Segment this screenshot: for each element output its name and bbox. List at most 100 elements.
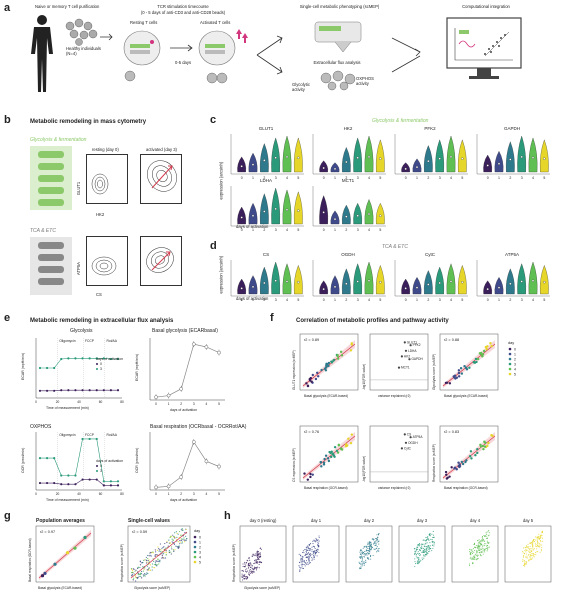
svg-text:r2 = 0.89: r2 = 0.89: [304, 338, 319, 342]
violin-day-0: [483, 280, 493, 295]
basal-glyc-title: Basal glycolysis (ECARbasal): [152, 328, 218, 334]
contour-resting-glyco-shape: [91, 173, 109, 195]
violin-day-1: [248, 152, 258, 173]
violin-median-5: [543, 281, 546, 284]
violin-cytc: CytC 0 1 2 3 4 5: [394, 252, 468, 302]
svg-text:1: 1: [168, 402, 170, 406]
violin-tick: 5: [543, 176, 545, 180]
panel-h-axis-labels: Respiration score (scMEP) Glycolysis scor…: [232, 544, 280, 590]
violin-median-3: [356, 156, 359, 159]
violin-title: CS: [263, 252, 269, 257]
violin-tick: 1: [416, 176, 418, 180]
violin-median-1: [415, 166, 419, 169]
svg-text:0: 0: [100, 464, 102, 468]
svg-text:day 2: day 2: [364, 518, 375, 523]
svg-text:40: 40: [77, 400, 81, 404]
violin-day-1: [248, 202, 258, 225]
violin-tick: 0: [405, 298, 407, 302]
violin-median-2: [345, 215, 348, 218]
violin-day-1: [330, 210, 340, 225]
contour-resting-tca-shape: [91, 256, 117, 276]
violin-day-0: [237, 278, 247, 295]
violin-day-3: [271, 137, 281, 173]
violin-tick: 5: [379, 298, 381, 302]
violin-median-2: [263, 210, 266, 213]
violin-day-5: [293, 137, 303, 173]
violin-median-5: [379, 157, 382, 160]
violin-pfk2: PFK2 0 1 2 3 4 5: [394, 126, 468, 180]
violin-median-0: [240, 165, 243, 168]
tca-header: TCA & ETC: [30, 228, 56, 234]
basal-resp-plot: OCR (pmol/min) days of activation 0 1 2 3 4 5: [135, 432, 225, 502]
svg-text:CytC: CytC: [404, 446, 412, 450]
cs-vs-respiration-scatter: r2 = 0.76 CS expression (scMEP) Basal resp…: [292, 425, 359, 490]
basal-resp-title: Basal respiration (OCRbasal - OCRRot/AA): [150, 424, 247, 430]
violin-day-0: [401, 278, 411, 295]
violin-tick: 4: [450, 176, 452, 180]
svg-text:day 5: day 5: [523, 518, 534, 523]
svg-text:0: 0: [155, 402, 157, 406]
violin-tick: 3: [521, 298, 523, 302]
contour-plot-resting-tca: [86, 236, 128, 286]
violin-day-2: [341, 204, 351, 225]
violin-tick: 1: [334, 176, 336, 180]
violin-median-1: [333, 285, 337, 288]
violin-tick: 5: [461, 298, 463, 302]
violin-tick: 4: [450, 298, 452, 302]
svg-text:day 4: day 4: [470, 518, 481, 523]
step1b-text: Healthy individuals (N=4): [66, 46, 101, 57]
flux-cells-icon: [320, 70, 356, 91]
svg-text:Respiration score (scMEP): Respiration score (scMEP): [120, 544, 124, 582]
violin-median-5: [297, 156, 300, 159]
human-figure-icon: [31, 15, 53, 92]
violin-median-0: [404, 167, 407, 171]
violin-hk2: HK2 0 1 2 3 4 5: [312, 126, 386, 180]
violin-median-1: [497, 286, 501, 289]
violin-title: ATP5A: [505, 252, 519, 257]
violin-median-0: [404, 287, 407, 290]
svg-text:1: 1: [199, 541, 201, 545]
violin-day-4: [528, 261, 538, 295]
violin-tick: 5: [379, 228, 381, 232]
violin-median-1: [333, 218, 337, 221]
violin-day-0: [237, 156, 247, 173]
violin-median-3: [520, 280, 523, 283]
violin-day-0: [319, 160, 329, 173]
violin-day-0: [401, 162, 411, 173]
svg-text:GLUT1 expression (scMEP): GLUT1 expression (scMEP): [292, 350, 296, 390]
violin-day-4: [364, 135, 374, 173]
violin-cs: CS 0 1 2 3 4 5: [230, 252, 304, 302]
svg-text:r2 = 0.88: r2 = 0.88: [444, 338, 459, 342]
violin-tick: 3: [275, 298, 277, 302]
violin-median-3: [356, 214, 359, 217]
violin-day-4: [446, 135, 456, 173]
contour-activated-tca-shape: [146, 247, 174, 273]
violin-median-3: [274, 156, 277, 159]
violin-tick: 2: [263, 176, 265, 180]
svg-text:80: 80: [120, 492, 124, 496]
violin-median-4: [531, 279, 535, 282]
svg-text:1: 1: [168, 492, 170, 496]
violin-tick: 3: [275, 228, 277, 232]
violin-median-5: [297, 281, 300, 284]
resting-col-label: resting (day 0): [92, 147, 119, 152]
day-scatter-3: day 3: [398, 518, 446, 583]
violin-tick: 1: [416, 298, 418, 302]
glyco-header: Glycolysis & fermentation: [30, 137, 87, 143]
violin-median-2: [509, 158, 512, 161]
activated-col-label: activated (day 3): [146, 147, 177, 152]
svg-text:Respiration score (scMEP): Respiration score (scMEP): [432, 444, 436, 482]
panel-d-header: TCA & ETC: [382, 244, 408, 250]
svg-text:3: 3: [193, 492, 195, 496]
svg-text:3: 3: [514, 363, 516, 367]
panel-e-title: Metabolic remodeling in extracellular fl…: [30, 318, 174, 324]
violin-day-4: [282, 189, 292, 225]
violin-median-0: [240, 287, 243, 290]
violin-title: LDHA: [260, 178, 272, 183]
violin-day-2: [341, 147, 351, 173]
violin-day-3: [271, 261, 281, 295]
violin-median-2: [427, 160, 430, 163]
svg-text:4: 4: [206, 402, 208, 406]
violin-tick: 0: [241, 176, 243, 180]
